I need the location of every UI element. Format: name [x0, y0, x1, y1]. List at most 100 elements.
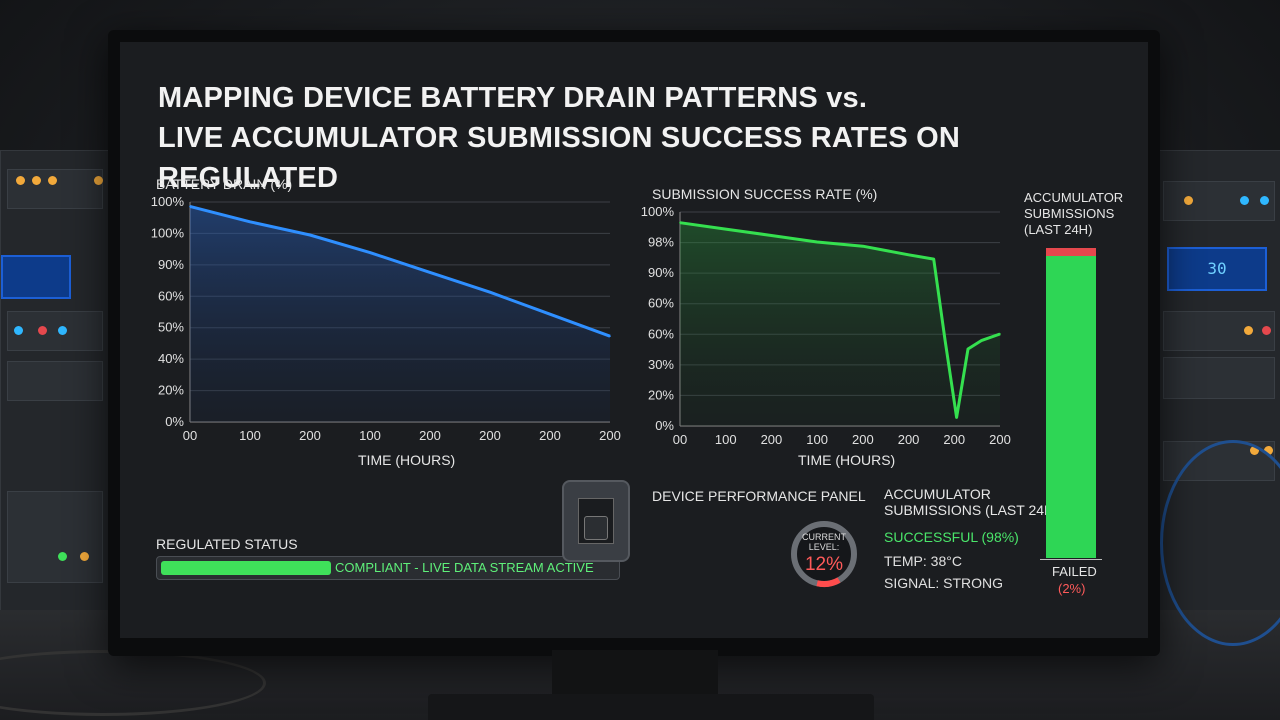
- accumulator-success-bar: [1046, 256, 1096, 558]
- acc-title-line-3: (LAST 24H): [1024, 222, 1093, 237]
- device-icon: [562, 480, 630, 562]
- signal-stat: SIGNAL: STRONG: [884, 575, 1004, 591]
- rack-display-left: [1, 255, 71, 299]
- summary-title-line-2: SUBMISSIONS (LAST 24H): [884, 502, 1059, 518]
- series-line: [189, 204, 611, 338]
- x-tick-label: 00: [673, 432, 687, 447]
- rack-unit: [1163, 181, 1275, 221]
- series-line: [679, 221, 1001, 419]
- failed-label: FAILED: [1052, 564, 1097, 579]
- data-point: [967, 348, 969, 350]
- regulated-status-bar: COMPLIANT - LIVE DATA STREAM ACTIVE: [156, 556, 620, 580]
- dashboard-screen: MAPPING DEVICE BATTERY DRAIN PATTERNS vs…: [120, 42, 1148, 638]
- success-x-axis-label: TIME (HOURS): [798, 452, 896, 468]
- y-tick-label: 98%: [648, 235, 674, 250]
- x-tick-label: 200: [419, 428, 441, 443]
- data-point: [980, 339, 983, 342]
- data-point: [249, 221, 251, 223]
- y-tick-label: 50%: [158, 320, 184, 335]
- accumulator-failed-bar: [1046, 248, 1096, 256]
- data-point: [999, 333, 1001, 335]
- y-tick-label: 60%: [158, 288, 184, 303]
- x-tick-label: 200: [761, 432, 783, 447]
- data-point: [189, 205, 191, 208]
- gauge-value: 12%: [804, 554, 844, 575]
- x-tick-label: 200: [299, 428, 321, 443]
- monitor-stand: [552, 650, 718, 702]
- device-panel-title: DEVICE PERFORMANCE PANEL: [652, 488, 866, 504]
- y-tick-label: 100%: [151, 225, 185, 240]
- x-tick-label: 200: [989, 432, 1011, 447]
- title-line-1: MAPPING DEVICE BATTERY DRAIN PATTERNS vs…: [158, 82, 868, 114]
- rack-unit: [1163, 357, 1275, 399]
- rack-display-right: 30: [1167, 247, 1267, 291]
- x-tick-label: 100: [806, 432, 828, 447]
- accumulator-bar-title: ACCUMULATOR SUBMISSIONS (LAST 24H): [1024, 190, 1123, 238]
- rack-unit: [7, 311, 103, 351]
- status-text: COMPLIANT - LIVE DATA STREAM ACTIVE: [335, 560, 594, 575]
- data-point: [816, 241, 818, 243]
- x-tick-label: 00: [183, 428, 197, 443]
- series-area: [680, 222, 1000, 426]
- y-tick-label: 30%: [648, 357, 674, 372]
- data-point: [907, 254, 910, 256]
- gauge-label-line-1: CURRENT: [802, 532, 846, 542]
- page-title: MAPPING DEVICE BATTERY DRAIN PATTERNS vs…: [158, 78, 1148, 198]
- y-tick-label: 100%: [641, 204, 675, 219]
- successful-stat: SUCCESSFUL (98%): [884, 529, 1019, 545]
- data-point: [724, 228, 727, 230]
- rack-unit: [7, 491, 103, 583]
- battery-drain-chart: 100% 100% 90% 60% 50% 40% 20% 0%00 100 200 100 200 2…: [151, 194, 621, 443]
- x-tick-label: 100: [359, 428, 381, 443]
- data-point: [679, 221, 681, 224]
- success-chart-title: SUBMISSION SUCCESS RATE (%): [652, 186, 878, 202]
- rack-unit: [1163, 311, 1275, 351]
- title-line-2: LIVE ACCUMULATOR SUBMISSION SUCCESS RATE…: [158, 122, 961, 194]
- failed-percent: (2%): [1058, 581, 1086, 596]
- x-tick-label: 200: [943, 432, 965, 447]
- y-tick-label: 60%: [648, 296, 674, 311]
- data-point: [489, 291, 491, 293]
- rack-unit: [7, 361, 103, 401]
- x-tick-label: 100: [239, 428, 261, 443]
- status-indicator: [161, 561, 331, 575]
- data-point: [549, 313, 551, 315]
- data-point: [609, 335, 611, 337]
- y-tick-label: 40%: [158, 351, 184, 366]
- battery-level-gauge: [791, 521, 857, 587]
- y-tick-label: 0%: [655, 418, 674, 433]
- acc-title-line-2: SUBMISSIONS: [1024, 206, 1115, 221]
- y-tick-label: 20%: [648, 387, 674, 402]
- gauge-label-line-2: LEVEL:: [808, 542, 840, 552]
- y-tick-label: 100%: [151, 194, 185, 209]
- data-point: [944, 339, 946, 342]
- data-point: [862, 245, 864, 248]
- temperature-stat: TEMP: 38°C: [884, 553, 962, 569]
- x-tick-label: 200: [599, 428, 621, 443]
- data-point: [309, 234, 311, 236]
- y-tick-label: 60%: [648, 326, 674, 341]
- network-cable: [1160, 440, 1280, 646]
- y-tick-label: 90%: [648, 265, 674, 280]
- battery-x-axis-label: TIME (HOURS): [358, 452, 456, 468]
- server-rack-left: [0, 150, 110, 612]
- x-tick-label: 200: [479, 428, 501, 443]
- gauge-label: CURRENT LEVEL:: [788, 532, 860, 552]
- x-tick-label: 100: [715, 432, 737, 447]
- regulated-status-label: REGULATED STATUS: [156, 536, 298, 552]
- data-point: [955, 416, 958, 419]
- data-point: [932, 258, 935, 260]
- success-rate-chart: 100% 98% 90% 60% 60% 30% 20% 0%00 100 200 100 200 20…: [641, 204, 1011, 447]
- bar-baseline: [1040, 559, 1102, 560]
- x-tick-label: 200: [898, 432, 920, 447]
- battery-chart-title: BATTERY DRAIN (%): [156, 176, 293, 192]
- y-tick-label: 20%: [158, 383, 184, 398]
- gauge-fill: [791, 521, 857, 587]
- data-point: [770, 234, 773, 237]
- rack-unit: [7, 169, 103, 209]
- series-area: [190, 206, 610, 422]
- data-point: [429, 271, 431, 274]
- acc-title-line-1: ACCUMULATOR: [1024, 190, 1124, 205]
- x-tick-label: 200: [852, 432, 874, 447]
- accumulator-summary-title: ACCUMULATOR SUBMISSIONS (LAST 24H): [884, 486, 1059, 518]
